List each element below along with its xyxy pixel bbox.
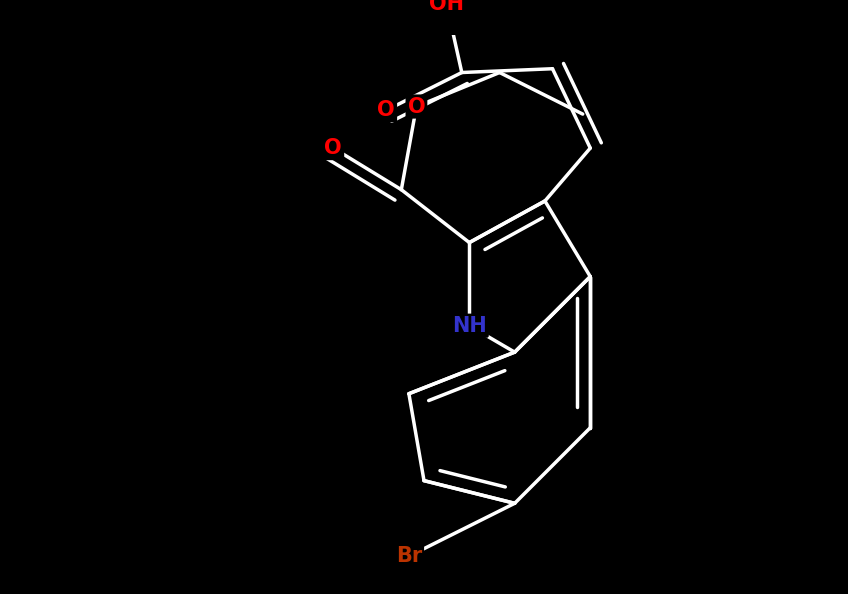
Text: OH: OH: [429, 0, 464, 14]
Text: O: O: [377, 100, 395, 121]
Text: O: O: [325, 138, 342, 158]
Text: Br: Br: [396, 546, 422, 566]
Text: NH: NH: [452, 315, 487, 336]
Text: O: O: [408, 96, 425, 116]
